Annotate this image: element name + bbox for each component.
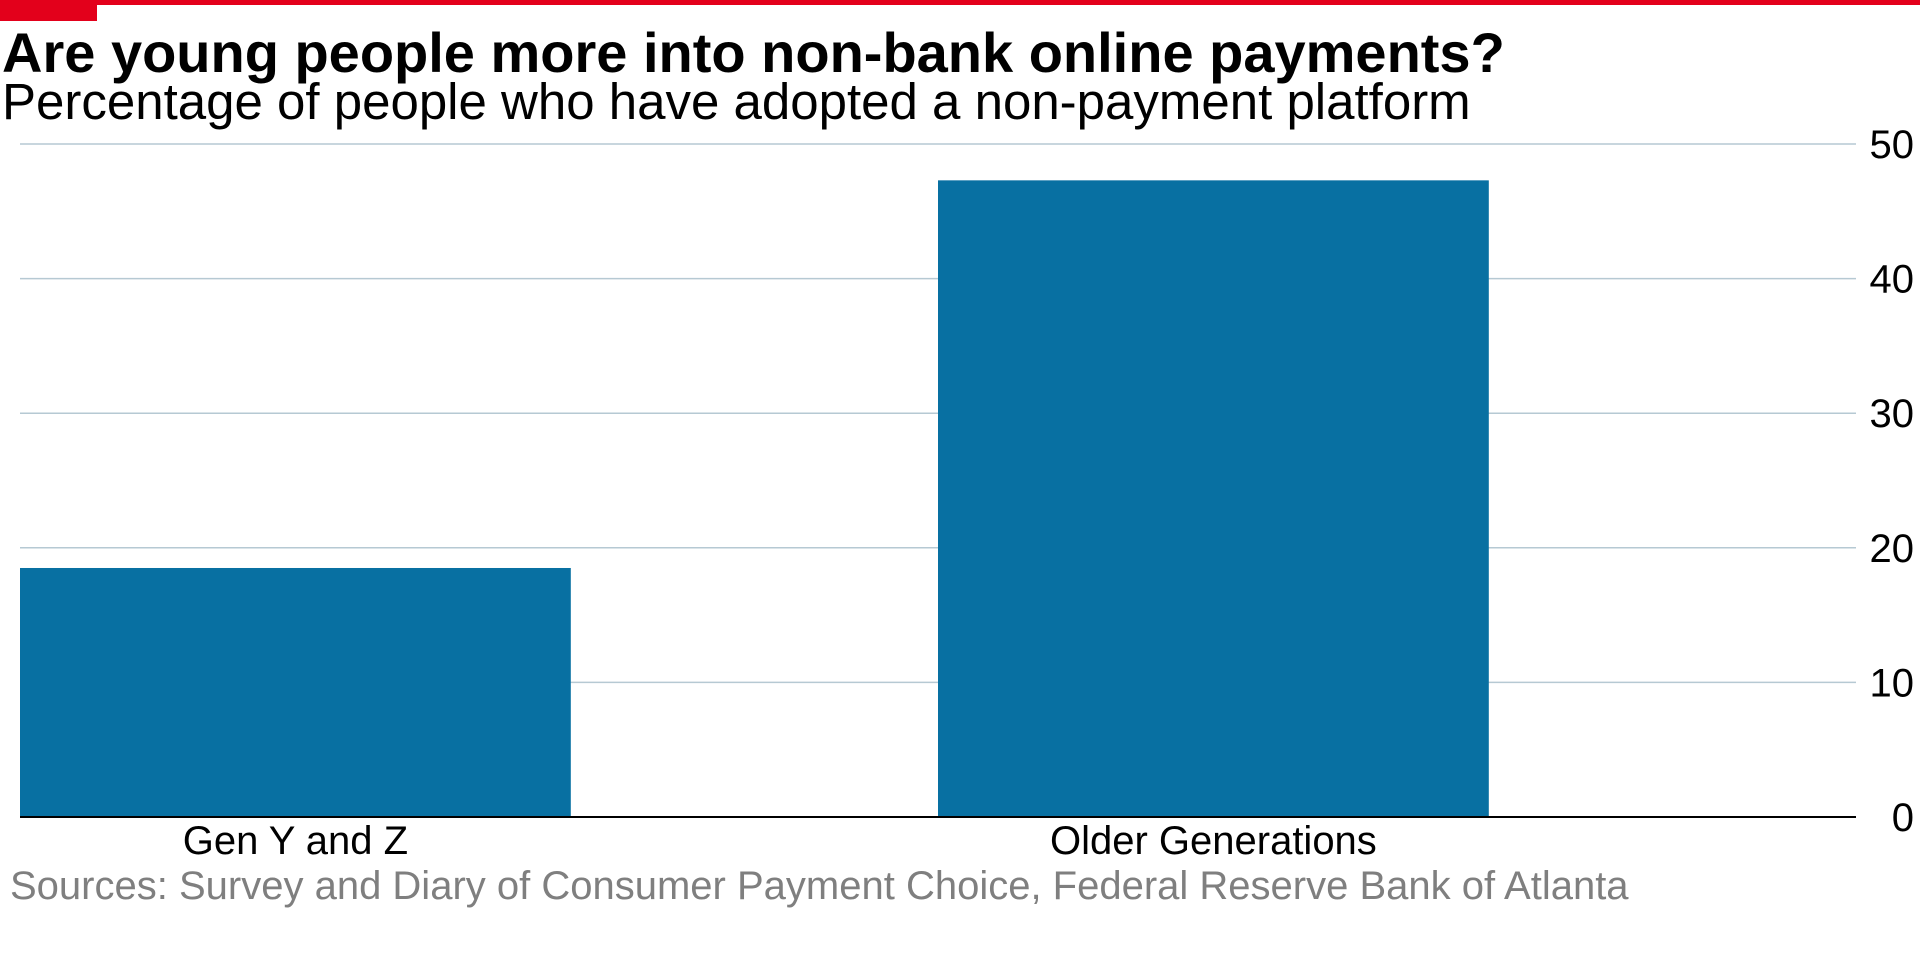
y-axis-tick-labels: 0 10 20 30 40 50 (1870, 123, 1915, 840)
x-category-label: Gen Y and Z (183, 819, 408, 863)
bars (20, 180, 1489, 818)
y-tick-label: 40 (1870, 258, 1915, 302)
y-tick-label: 30 (1870, 392, 1915, 436)
x-axis-category-labels: Gen Y and Z Older Generations (183, 819, 1377, 863)
x-category-label: Older Generations (1050, 819, 1377, 863)
y-tick-label: 20 (1870, 527, 1915, 571)
source-note: Sources: Survey and Diary of Consumer Pa… (10, 864, 1629, 908)
top-accent-tab (0, 0, 97, 21)
top-accent-rule (0, 0, 1920, 5)
chart-title: Are young people more into non-bank onli… (2, 21, 1505, 84)
y-tick-label: 50 (1870, 123, 1915, 167)
chart-subtitle: Percentage of people who have adopted a … (2, 73, 1471, 130)
bar (938, 180, 1489, 818)
y-tick-label: 0 (1892, 796, 1914, 840)
bar (20, 567, 571, 817)
y-tick-label: 10 (1870, 661, 1915, 705)
